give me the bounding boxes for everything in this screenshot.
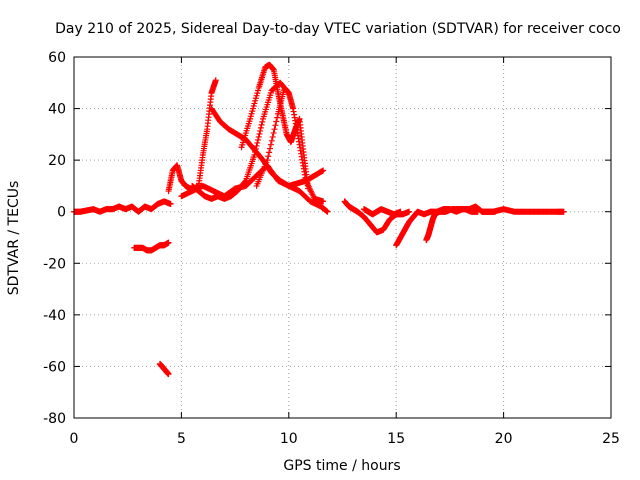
series-arc-c [208, 105, 327, 189]
data-point [406, 208, 413, 215]
data-point [256, 130, 263, 137]
series-arc-f [178, 162, 331, 215]
data-point [257, 124, 264, 131]
x-tick-label: 0 [70, 431, 79, 447]
y-tick-label: -40 [43, 308, 66, 324]
x-tick-label: 20 [495, 431, 513, 447]
data-point [258, 121, 265, 128]
series-post-4 [423, 206, 481, 244]
data-point [269, 133, 276, 140]
data-points [71, 61, 567, 378]
chart-title: Day 210 of 2025, Sidereal Day-to-day VTE… [55, 21, 621, 37]
data-point [268, 137, 275, 144]
series-arc-e [253, 84, 327, 205]
series-post-2 [360, 206, 404, 218]
data-point [212, 77, 219, 84]
x-tick-label: 10 [280, 431, 298, 447]
y-axis-label: SDTVAR / TECUs [6, 181, 22, 296]
plot-frame [73, 56, 612, 419]
y-tick-label: 40 [48, 102, 66, 118]
series-neg-segment-1 [131, 239, 172, 254]
data-point [259, 118, 266, 125]
data-point [255, 136, 262, 143]
data-point [265, 153, 272, 160]
y-tick-label: 60 [48, 50, 66, 66]
data-point [267, 141, 274, 148]
data-point [320, 167, 327, 174]
grid-lines [74, 57, 611, 418]
x-tick-label: 15 [387, 431, 405, 447]
data-point [324, 208, 331, 215]
series-arc-a [165, 77, 219, 195]
x-tick-label: 25 [602, 431, 620, 447]
y-tick-label: -20 [43, 256, 66, 272]
data-point [274, 114, 281, 121]
series-post-1 [341, 198, 413, 236]
data-point [264, 157, 271, 164]
data-point [165, 239, 172, 246]
data-point [272, 122, 279, 129]
data-point [320, 198, 327, 205]
data-point [255, 133, 262, 140]
data-point [254, 139, 261, 146]
series-neg-segment-2 [156, 360, 172, 378]
x-axis-label: GPS time / hours [283, 458, 400, 474]
data-point [267, 145, 274, 152]
data-point [266, 149, 273, 156]
data-point [397, 208, 404, 215]
data-point [270, 130, 277, 137]
x-tick-label: 5 [177, 431, 186, 447]
y-tick-label: 20 [48, 153, 66, 169]
data-point [257, 127, 264, 134]
series-baseline-early [71, 198, 174, 215]
y-tick-label: -80 [43, 411, 66, 427]
y-tick-label: -60 [43, 359, 66, 375]
data-point [165, 371, 172, 378]
data-point [253, 142, 260, 149]
data-point [167, 200, 174, 207]
data-point [560, 208, 567, 215]
y-tick-label: 0 [57, 205, 66, 221]
y-axis-ticks: -80 -60 -40 -20 0 20 40 60 [43, 50, 611, 427]
data-point [271, 126, 278, 133]
series-tail [479, 206, 567, 215]
data-point [273, 118, 280, 125]
